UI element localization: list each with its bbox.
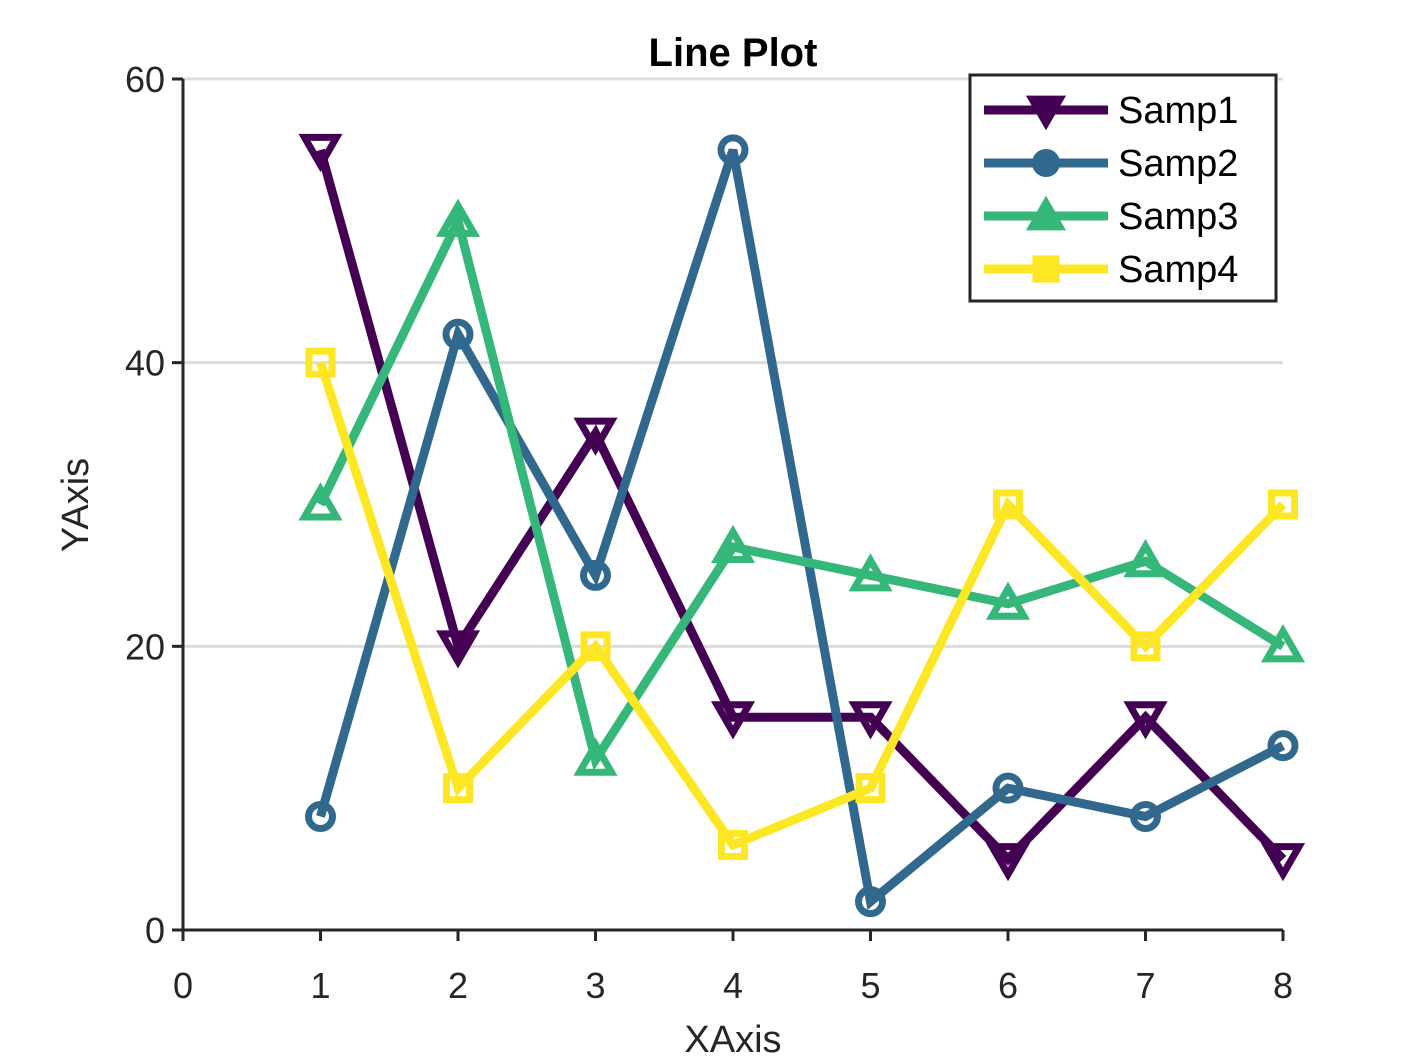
series-Samp4 xyxy=(305,347,1299,860)
series-line-Samp4 xyxy=(316,361,1287,851)
x-tick-label-7: 7 xyxy=(1135,965,1155,1006)
data-point-Samp2-2 xyxy=(442,318,474,350)
legend-entry-Samp3: Samp3 xyxy=(984,195,1238,238)
legend-entry-Samp1: Samp1 xyxy=(984,90,1238,132)
data-point-Samp1-4 xyxy=(710,701,756,740)
legend-label-Samp2: Samp2 xyxy=(1118,143,1238,185)
data-point-Samp1-5 xyxy=(848,701,893,740)
data-point-Samp3-7 xyxy=(1123,539,1168,578)
data-point-Samp3-2 xyxy=(435,198,481,237)
x-tick-label-4: 4 xyxy=(723,965,743,1006)
series-Samp2 xyxy=(305,134,1299,918)
legend-label-Samp3: Samp3 xyxy=(1118,196,1238,238)
data-point-Samp1-1 xyxy=(298,133,343,173)
series-Samp1 xyxy=(298,133,1306,882)
data-point-Samp1-3 xyxy=(573,417,618,456)
y-tick-label-20: 20 xyxy=(125,626,165,667)
data-point-Samp1-7 xyxy=(1123,701,1168,740)
y-tick-label-0: 0 xyxy=(145,910,165,951)
data-point-Samp4-4 xyxy=(717,829,749,860)
y-tick-label-60: 60 xyxy=(125,59,165,100)
legend-label-Samp4: Samp4 xyxy=(1118,249,1238,291)
data-point-Samp1-8 xyxy=(1260,843,1306,882)
data-point-Samp3-6 xyxy=(985,581,1031,620)
data-point-Samp4-5 xyxy=(855,773,886,804)
data-point-Samp2-3 xyxy=(580,559,611,591)
x-tick-label-2: 2 xyxy=(448,965,468,1006)
data-point-Samp3-3 xyxy=(573,737,618,776)
data-point-Samp2-5 xyxy=(855,886,886,918)
y-tick-label-40: 40 xyxy=(125,343,165,384)
legend-marker-Samp3 xyxy=(1025,195,1067,231)
series-layer xyxy=(298,133,1306,918)
chart-title: Line Plot xyxy=(649,31,818,75)
legend-marker-Samp4 xyxy=(1032,255,1060,283)
data-point-Samp3-5 xyxy=(848,553,893,592)
legend-entry-Samp2: Samp2 xyxy=(984,143,1238,185)
legend-entry-Samp4: Samp4 xyxy=(984,249,1238,291)
axes: 0 1 2 3 4 5 6 7 8 0 20 40 60 xyxy=(125,59,1293,1006)
series-line-Samp3 xyxy=(316,207,1286,771)
data-point-Samp2-7 xyxy=(1130,801,1161,833)
data-point-Samp2-4 xyxy=(717,134,749,166)
x-axis-label: XAxis xyxy=(684,1019,781,1061)
legend-label-Samp1: Samp1 xyxy=(1118,90,1238,132)
data-point-Samp4-2 xyxy=(442,773,474,804)
x-tick-label-0: 0 xyxy=(173,965,193,1006)
data-point-Samp4-1 xyxy=(305,347,336,378)
x-tick-label-5: 5 xyxy=(860,965,880,1006)
data-point-Samp2-6 xyxy=(992,772,1024,804)
series-line-Samp1 xyxy=(316,148,1287,866)
data-point-Samp2-1 xyxy=(305,801,336,833)
x-tick-label-1: 1 xyxy=(310,965,330,1006)
data-point-Samp4-3 xyxy=(580,631,611,662)
series-line-Samp2 xyxy=(316,148,1286,910)
x-tick-label-6: 6 xyxy=(998,965,1018,1006)
data-point-Samp1-2 xyxy=(435,630,481,669)
legend-marker-Samp1 xyxy=(1025,95,1067,131)
legend: Samp1 Samp2 Samp3 Samp4 xyxy=(968,73,1278,303)
data-point-Samp4-6 xyxy=(992,489,1024,520)
data-point-Samp4-7 xyxy=(1130,631,1161,662)
series-Samp3 xyxy=(298,198,1306,776)
y-axis-label: YAxis xyxy=(55,458,97,552)
data-point-Samp3-1 xyxy=(298,482,343,521)
x-tick-label-8: 8 xyxy=(1273,965,1293,1006)
data-point-Samp2-8 xyxy=(1267,730,1299,762)
data-point-Samp4-8 xyxy=(1267,489,1299,520)
x-tick-label-3: 3 xyxy=(585,965,605,1006)
data-point-Samp3-8 xyxy=(1260,624,1306,663)
data-point-Samp1-6 xyxy=(985,843,1031,882)
data-point-Samp3-4 xyxy=(710,524,756,564)
legend-marker-Samp2 xyxy=(1032,149,1060,177)
